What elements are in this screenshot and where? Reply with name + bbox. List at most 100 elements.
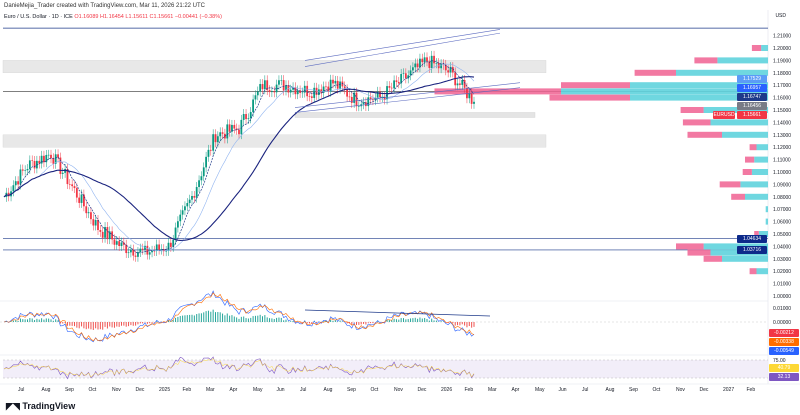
candle-body	[252, 99, 254, 113]
time-tick-label: Sep	[347, 387, 356, 393]
candle-body	[68, 184, 71, 185]
candle-body	[318, 89, 320, 95]
volume-profile-down	[751, 45, 762, 51]
volume-profile-down	[634, 69, 676, 76]
symbol-legend: Euro / U.S. Dollar · 1D · ICE O1.16089 H…	[4, 14, 222, 20]
rsi-ma-line	[3, 358, 475, 378]
price-tick-label: 1.16000	[773, 96, 791, 102]
candle-body	[254, 95, 257, 100]
volume-profile-down	[731, 193, 745, 200]
time-tick-label: Nov	[676, 387, 685, 393]
candle-body	[334, 80, 337, 84]
candle-body	[177, 221, 179, 228]
candle-body	[376, 91, 379, 98]
candle-body	[75, 188, 78, 198]
candle-body	[266, 80, 269, 91]
candle-body	[430, 55, 433, 68]
candle-body	[447, 70, 450, 73]
price-tag: 1.16957	[737, 83, 767, 92]
candle-body	[353, 92, 356, 103]
close-value: C1.15661	[149, 14, 174, 20]
candle-body	[7, 192, 10, 197]
time-tick-label: Jul	[18, 387, 24, 393]
candle-body	[468, 93, 471, 99]
time-tick-label: Jun	[559, 387, 567, 393]
candle-body	[263, 80, 266, 90]
candle-body	[419, 58, 421, 68]
currency-label[interactable]: USD	[775, 13, 786, 19]
candle-body	[280, 80, 283, 81]
candle-body	[108, 231, 111, 240]
candle-body	[40, 155, 43, 164]
candle-body	[130, 249, 132, 253]
volume-profile-up	[756, 144, 768, 151]
volume-profile-up	[722, 131, 768, 138]
supply-demand-zone	[2, 134, 547, 148]
candle-body	[383, 96, 386, 100]
candle-body	[186, 203, 189, 207]
candle-body	[343, 86, 346, 90]
candle-body	[38, 160, 41, 164]
candle-body	[451, 67, 454, 73]
macd-value-tag: -0.00338	[769, 338, 799, 346]
candle-body	[12, 185, 15, 192]
candle-body	[362, 102, 365, 105]
volume-profile-down	[694, 57, 718, 64]
candle-body	[132, 249, 135, 256]
candle-body	[379, 91, 381, 98]
candle-body	[209, 149, 212, 151]
candle-body	[151, 250, 153, 253]
candle-body	[428, 61, 431, 68]
volume-profile-up	[703, 107, 768, 113]
macd-tick-label: 0.01000	[773, 306, 791, 312]
candle-body	[139, 248, 142, 253]
time-tick-label: Sep	[629, 387, 638, 393]
sma-long	[3, 76, 475, 241]
price-tick-label: 1.08000	[773, 195, 791, 201]
supply-demand-zone	[2, 60, 547, 74]
candle-body	[325, 86, 327, 88]
trend-channel-line	[304, 29, 501, 61]
trend-channel-line	[294, 82, 521, 108]
price-tick-label: 1.09000	[773, 182, 791, 188]
candle-body	[303, 85, 306, 93]
candle-body	[296, 90, 299, 95]
price-tag: 1.16456	[737, 101, 767, 110]
candle-body	[73, 186, 76, 189]
candle-body	[308, 96, 311, 97]
candle-body	[355, 92, 358, 107]
volume-profile-up	[630, 94, 768, 101]
symbol-name[interactable]: Euro / U.S. Dollar · 1D · ICE	[4, 14, 73, 20]
candle-body	[395, 80, 398, 82]
candle-body	[421, 58, 424, 63]
candle-body	[261, 84, 264, 90]
price-tick-label: 1.17000	[773, 83, 791, 89]
candle-body	[315, 87, 318, 95]
tv-icon: ◤◥	[6, 401, 23, 411]
volume-profile-down	[745, 156, 755, 163]
chart-credit: DanieMejia_Trader created with TradingVi…	[4, 3, 205, 9]
volume-profile-down	[719, 181, 741, 188]
price-tick-label: 1.13000	[773, 133, 791, 139]
candle-body	[423, 57, 426, 63]
candle-body	[350, 96, 353, 103]
time-tick-label: May	[535, 387, 545, 393]
candle-body	[85, 206, 88, 214]
candle-body	[113, 239, 116, 245]
candle-body	[115, 241, 118, 245]
candle-body	[301, 92, 304, 94]
candle-body	[167, 242, 170, 251]
candle-body	[57, 154, 59, 158]
candle-body	[388, 86, 391, 88]
price-tick-label: 1.02000	[773, 269, 791, 275]
candle-body	[33, 160, 36, 169]
price-tick-label: 1.14000	[773, 120, 791, 126]
candle-body	[367, 97, 370, 107]
volume-profile-up	[761, 45, 768, 51]
trend-channel-line	[294, 87, 521, 113]
time-tick-label: Nov	[112, 387, 121, 393]
candle-body	[228, 124, 231, 132]
candle-body	[202, 167, 205, 177]
candle-body	[306, 85, 309, 97]
